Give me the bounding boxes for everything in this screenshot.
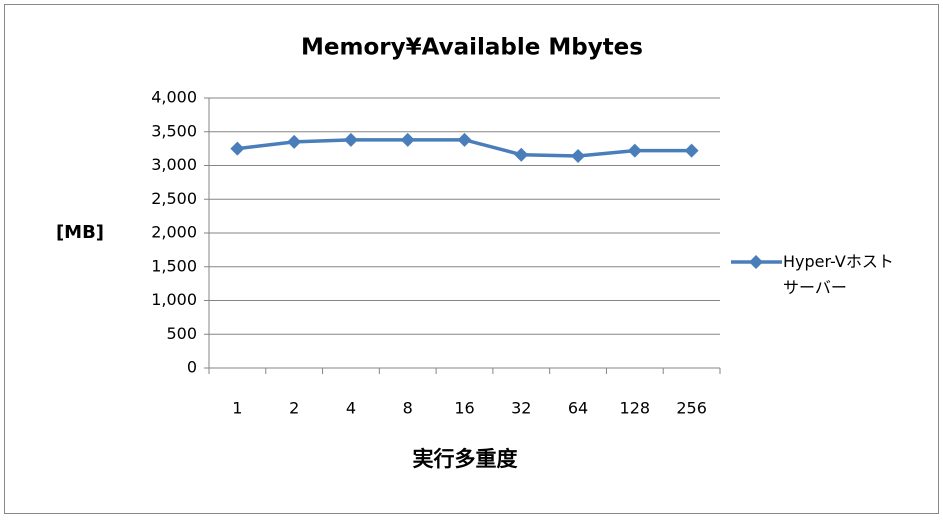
- x-tick-label: 4: [346, 399, 356, 418]
- chart-title: Memory¥Available Mbytes: [301, 35, 643, 61]
- x-tick-label: 64: [568, 399, 588, 418]
- chart-frame: [4, 4, 939, 514]
- x-tick-label: 8: [403, 399, 413, 418]
- point: [287, 134, 302, 149]
- point: [457, 132, 472, 147]
- point: [684, 143, 699, 158]
- point: [514, 147, 529, 162]
- y-axis-label: [MB]: [56, 222, 104, 243]
- x-axis-label: 実行多重度: [413, 447, 518, 471]
- y-tick-label: 3,500: [151, 121, 197, 140]
- point: [343, 132, 358, 147]
- legend-label: Hyper-Vホストサーバー: [783, 252, 894, 297]
- y-tick-label: 3,000: [151, 155, 197, 174]
- y-tick-label: 2,000: [151, 223, 197, 242]
- legend-marker: [749, 255, 763, 269]
- y-tick-label: 0: [187, 358, 197, 377]
- y-tick-label: 500: [166, 324, 197, 343]
- x-tick-label: 2: [289, 399, 299, 418]
- point: [571, 149, 586, 164]
- x-tick-label: 128: [620, 399, 651, 418]
- y-tick-label: 4,000: [151, 88, 197, 107]
- x-tick-label: 256: [676, 399, 707, 418]
- x-tick-label: 1: [232, 399, 242, 418]
- y-tick-label: 1,000: [151, 290, 197, 309]
- x-tick-label: 16: [454, 399, 474, 418]
- x-tick-label: 32: [511, 399, 531, 418]
- y-tick-label: 2,500: [151, 189, 197, 208]
- y-tick-label: 1,500: [151, 256, 197, 275]
- point: [230, 141, 245, 156]
- point: [400, 132, 415, 147]
- point: [627, 143, 642, 158]
